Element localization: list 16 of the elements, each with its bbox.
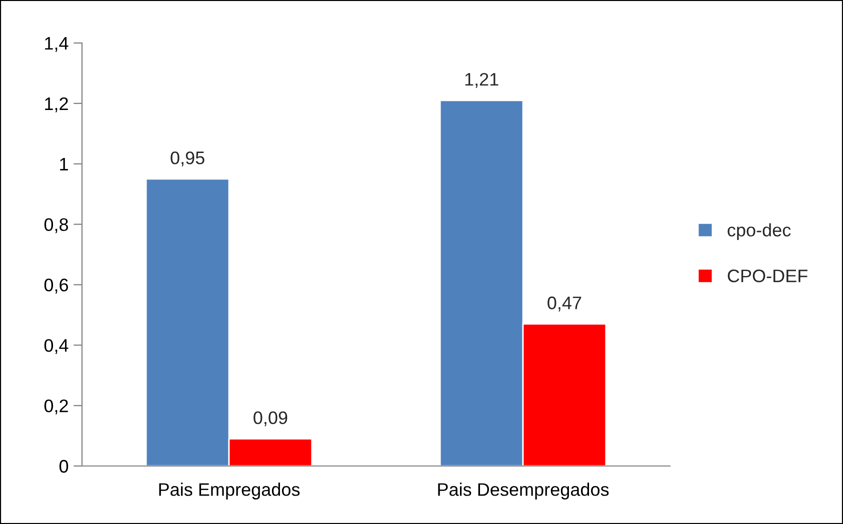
data-label: 1,21	[465, 72, 498, 88]
y-tick-label: 0,8	[44, 218, 68, 234]
data-label: 0,09	[254, 411, 288, 426]
y-tick-label: 0,4	[44, 339, 68, 354]
legend-label: cpo-dec	[728, 223, 791, 240]
y-tick-label: 0	[59, 460, 68, 473]
y-tick-label: 1	[60, 158, 68, 170]
y-tick-label: 1,2	[45, 97, 68, 112]
y-tick-label: 1,4	[45, 37, 68, 52]
data-label: 0,47	[548, 296, 582, 312]
y-tick-label: 0,2	[44, 400, 68, 414]
x-tick-label: Pais Empregados	[159, 482, 300, 500]
legend-label: CPO-DEF	[728, 270, 808, 282]
x-tick-label: Pais Desempregados	[438, 482, 609, 500]
data-label: 0,95	[170, 152, 204, 166]
y-tick-label: 0,6	[44, 278, 68, 294]
